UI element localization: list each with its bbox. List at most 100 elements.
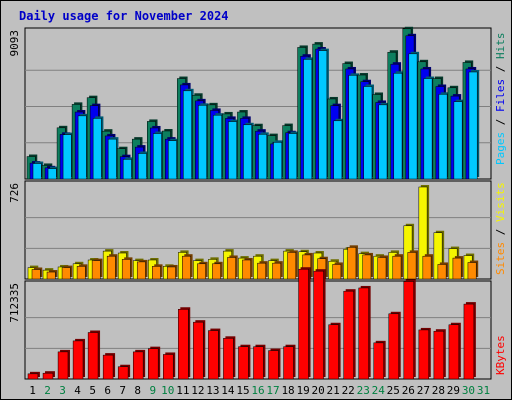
sites-bar [287,252,297,280]
x-tick-label: 27 [417,384,430,397]
kbytes-bar [57,351,69,380]
kbytes-bar [178,309,189,380]
pages-bar [333,120,343,180]
x-tick-label: 25 [387,384,400,397]
sites-bar [182,255,191,280]
sites-bar [152,266,161,280]
x-tick-label: 22 [342,384,355,397]
pages-bar [468,71,478,180]
kbytes-bar [208,330,219,380]
kbytes-bar [433,330,445,380]
sites-bar [167,266,176,280]
x-tick-label: 20 [312,384,325,397]
x-tick-label: 3 [59,384,66,397]
pages-bar [77,115,87,180]
kbytes-bar [163,354,174,380]
x-tick-label: 30 [462,384,475,397]
kbytes-bar [87,332,99,380]
sites-bar [422,255,432,280]
kbytes-bar [403,281,414,380]
legend-kbytes: KBytes [494,335,507,375]
sites-bar [227,257,236,280]
kbytes-bar [388,313,399,380]
x-tick-label: 18 [281,384,294,397]
x-tick-label: 11 [176,384,189,397]
sites-bar [197,263,206,280]
sites-bar [377,257,387,280]
x-tick-label: 10 [161,384,174,397]
pages-bar [363,86,373,180]
kbytes-bar [223,338,234,380]
x-tick-label: 12 [191,384,204,397]
pages-bar [32,163,42,180]
chart-title: Daily usage for November 2024 [19,9,229,23]
sites-bar [392,255,402,280]
x-tick-label: 6 [104,384,111,397]
pages-bar [198,105,207,180]
sites-bar [106,255,116,280]
sites-bar [362,254,372,280]
x-tick-label: 8 [134,384,141,397]
kbytes-bar [117,366,129,380]
sites-bar [242,259,251,280]
pages-bar [378,104,388,180]
x-tick-label: 9 [149,384,156,397]
x-tick-label: 29 [447,384,460,397]
pages-bar [62,134,72,180]
sites-bar [452,257,462,280]
kbytes-bar [298,268,309,380]
x-tick-label: 16 [251,384,264,397]
legend-sites-visits: Sites / Visits [494,182,507,275]
pages-bar [453,101,463,180]
kbytes-bar [253,346,264,380]
sites-bar [91,260,101,280]
pages-bar [393,73,403,180]
sites-bar [212,263,221,280]
kbytes-bar [373,342,384,380]
pages-bar [258,134,268,180]
x-tick-label: 17 [266,384,279,397]
x-tick-label: 21 [327,384,340,397]
kbytes-bar [27,373,39,380]
x-tick-label: 4 [74,384,81,397]
kbytes-bar [418,329,430,380]
pages-bar [92,118,102,180]
y-max-label: 726 [8,183,21,203]
kbytes-bar [148,348,159,380]
sites-bar [437,264,447,280]
kbytes-bar [102,354,114,380]
sites-bar [332,264,342,280]
x-tick-label: 7 [119,384,126,397]
pages-bar [213,114,222,180]
x-tick-label: 23 [357,384,370,397]
sites-bar [76,266,86,280]
pages-bar [318,50,328,180]
x-tick-label: 24 [372,384,386,397]
kbytes-bar [283,346,294,380]
legend-pages-files-hits: Pages / Files / Hits [494,33,507,166]
x-tick-label: 5 [89,384,96,397]
x-tick-label: 15 [236,384,249,397]
pages-bar [228,121,237,180]
kbytes-bar [313,270,324,380]
x-tick-label: 28 [432,384,445,397]
x-tick-label: 2 [44,384,51,397]
sites-bar [272,262,282,280]
pages-bar [122,159,132,180]
sites-bar [121,259,131,280]
sites-bar [467,262,477,280]
pages-bar [348,75,358,180]
x-tick-label: 26 [402,384,415,397]
sites-bar [136,261,146,280]
pages-bar [107,138,117,180]
pages-bar [408,53,418,180]
pages-bar [168,140,177,180]
sites-bar [407,252,417,280]
x-tick-label: 13 [206,384,219,397]
pages-bar [423,78,433,180]
pages-bar [183,90,192,180]
y-max-label: 712335 [8,283,21,323]
sites-bar [46,271,56,280]
